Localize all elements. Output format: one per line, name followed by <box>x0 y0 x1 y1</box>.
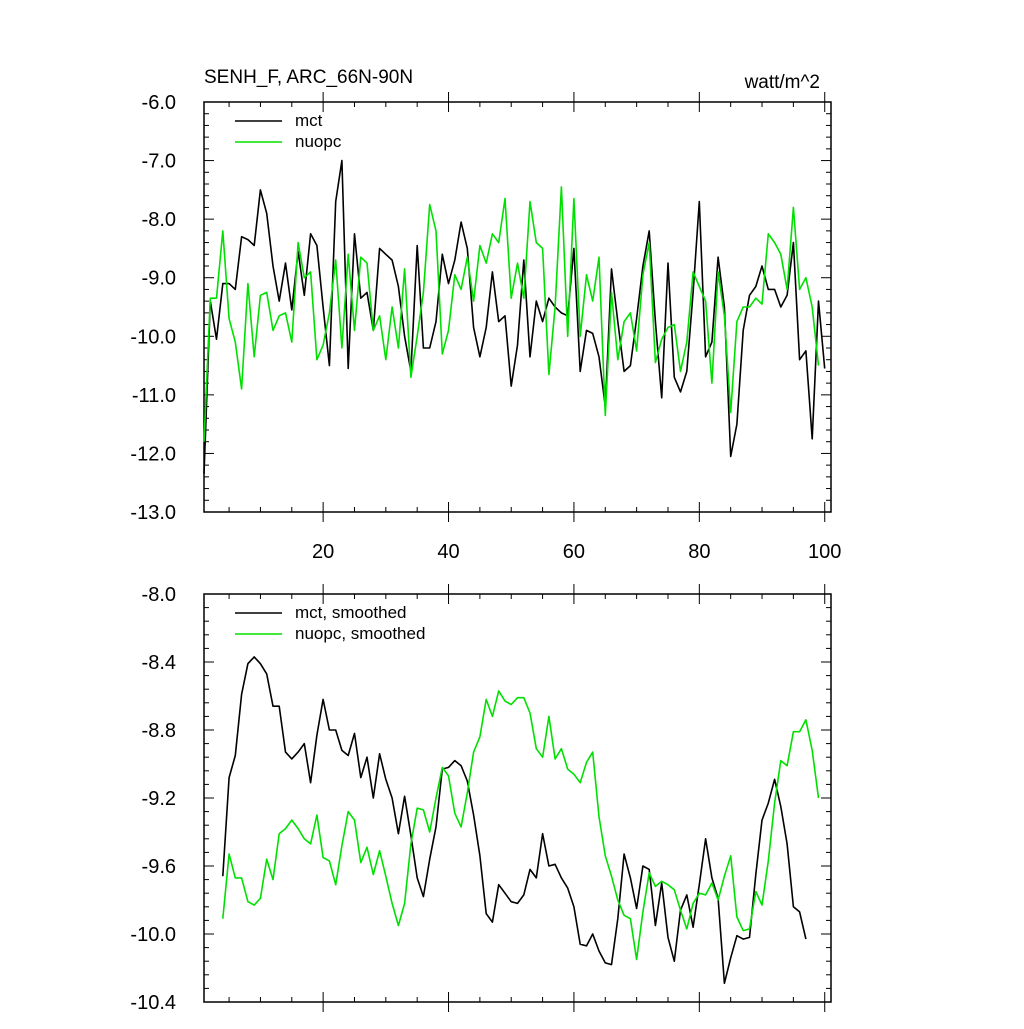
chart-title: SENH_F, ARC_66N-90N <box>204 67 413 88</box>
x-tick-label: 60 <box>563 541 585 563</box>
series-line-nuopc <box>203 186 820 442</box>
legend-label: mct <box>295 111 323 130</box>
y-tick-label: -7.0 <box>142 151 176 173</box>
y-tick-label: -8.8 <box>142 720 176 742</box>
y-tick-label: -10.0 <box>130 326 176 348</box>
x-tick-label: 100 <box>808 541 841 563</box>
y-tick-label: -9.0 <box>142 268 176 290</box>
bottom-panel-smoothed: -8.0 -8.4 -8.8 -9.2 -9.6 -10.0 -10.4 mct, smoot… <box>130 584 832 1014</box>
x-tick-label: 80 <box>688 541 710 563</box>
series-line-nuopc-smoothed <box>222 690 820 961</box>
y-tick-label: -11.0 <box>132 385 176 407</box>
series-line-mct-smoothed <box>222 656 807 985</box>
y-tick-label: -10.0 <box>130 924 176 946</box>
top-panel-raw: -6.0 -7.0 -8.0 -9.0 -10.0 -11.0 -12.0 -13.0 20 40… <box>130 92 841 563</box>
y-tick-label: -13.0 <box>130 502 176 524</box>
legend-label: mct, smoothed <box>295 603 407 622</box>
y-tick-label: -8.0 <box>142 584 176 606</box>
units-label: watt/m^2 <box>744 72 820 93</box>
plot-frame <box>203 593 832 1003</box>
y-tick-label: -6.0 <box>142 92 176 114</box>
y-tick-label: -10.4 <box>130 992 176 1014</box>
y-tick-label: -9.2 <box>142 788 176 810</box>
y-tick-label: -8.4 <box>142 652 176 674</box>
series-line-mct <box>203 159 826 474</box>
x-tick-label: 20 <box>312 541 334 563</box>
plot-frame <box>203 101 832 513</box>
y-tick-label: -8.0 <box>142 209 176 231</box>
legend-label: nuopc, smoothed <box>295 624 425 643</box>
legend-label: nuopc <box>295 132 342 151</box>
x-tick-label: 40 <box>437 541 459 563</box>
y-tick-label: -12.0 <box>130 443 176 465</box>
y-tick-label: -9.6 <box>142 856 176 878</box>
